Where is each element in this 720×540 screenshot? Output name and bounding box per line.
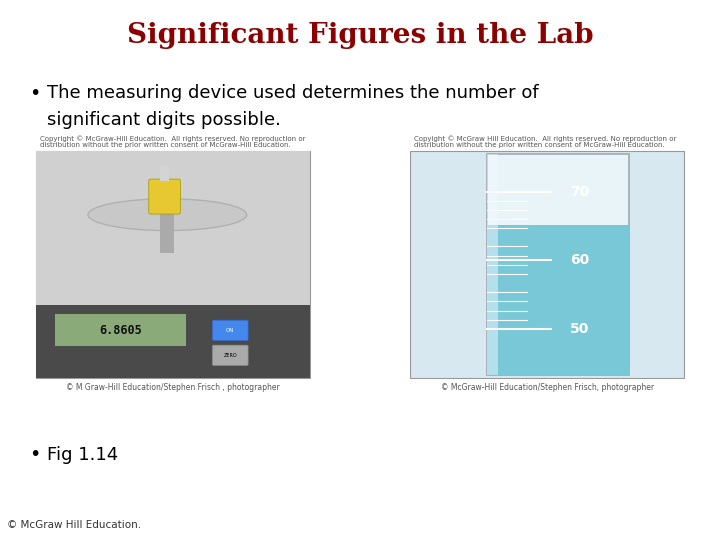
FancyBboxPatch shape: [161, 212, 174, 253]
Text: •: •: [29, 84, 40, 103]
Text: ON: ON: [226, 328, 235, 333]
Text: 6.8605: 6.8605: [99, 324, 142, 337]
Text: Fig 1.14: Fig 1.14: [47, 446, 118, 463]
Text: Copyight © McGraw Hill Education.  All rights reserved. No reproduction or
distr: Copyight © McGraw Hill Education. All ri…: [414, 135, 676, 148]
Text: © M Graw-Hill Education/Stephen Frisch , photographer: © M Graw-Hill Education/Stephen Frisch ,…: [66, 383, 279, 393]
FancyBboxPatch shape: [410, 151, 684, 378]
FancyBboxPatch shape: [36, 151, 310, 306]
Text: significant digits possible.: significant digits possible.: [47, 111, 281, 129]
FancyBboxPatch shape: [212, 345, 248, 366]
FancyBboxPatch shape: [55, 314, 186, 346]
Text: Copyright © McGraw-Hill Education.  All rights reserved. No reproduction or
dist: Copyright © McGraw-Hill Education. All r…: [40, 135, 305, 148]
Text: © McGraw-Hill Education/Stephen Frisch, photographer: © McGraw-Hill Education/Stephen Frisch, …: [441, 383, 654, 393]
Text: © McGraw Hill Education.: © McGraw Hill Education.: [7, 520, 141, 530]
Text: •: •: [29, 446, 40, 464]
Text: The measuring device used determines the number of: The measuring device used determines the…: [47, 84, 539, 102]
Text: 60: 60: [570, 253, 589, 267]
FancyBboxPatch shape: [487, 154, 498, 375]
FancyBboxPatch shape: [36, 306, 310, 378]
FancyBboxPatch shape: [487, 154, 629, 375]
Text: 70: 70: [570, 185, 589, 199]
Text: Significant Figures in the Lab: Significant Figures in the Lab: [127, 22, 593, 49]
FancyBboxPatch shape: [161, 165, 168, 181]
FancyBboxPatch shape: [36, 151, 310, 378]
Text: 50: 50: [570, 322, 589, 336]
Ellipse shape: [88, 199, 247, 231]
Text: ZERO: ZERO: [223, 353, 237, 358]
FancyBboxPatch shape: [149, 179, 181, 214]
FancyBboxPatch shape: [487, 225, 629, 375]
FancyBboxPatch shape: [212, 320, 248, 341]
